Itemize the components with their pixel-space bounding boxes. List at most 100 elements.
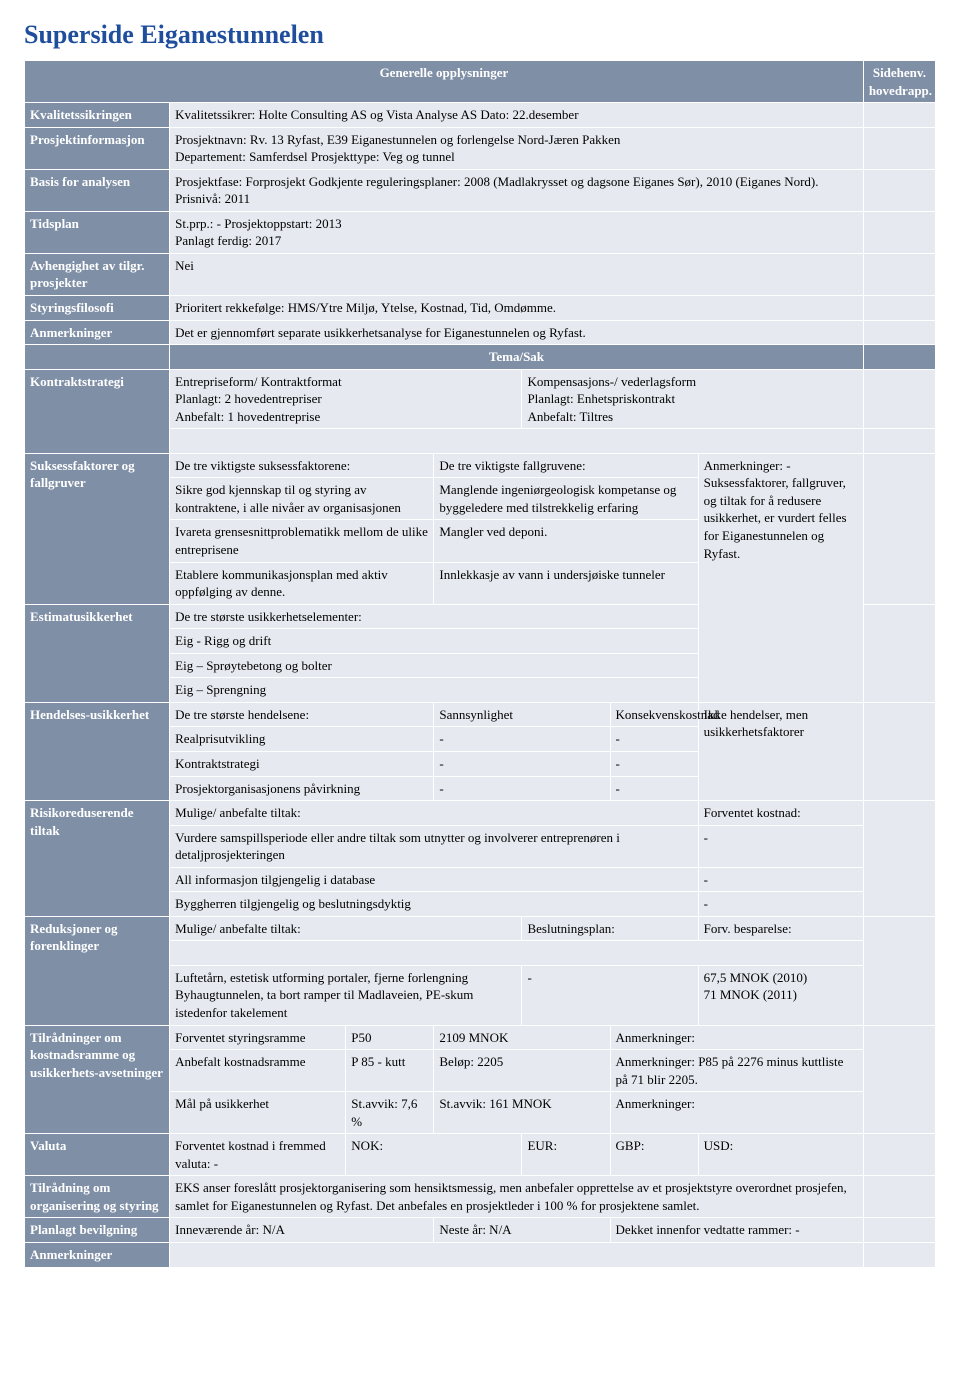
tilrad-r2d: Anmerkninger: P85 på 2276 minus kuttlist… — [610, 1050, 863, 1092]
reduksjon-r1c: 67,5 MNOK (2010) 71 MNOK (2011) — [698, 965, 863, 1025]
estimat-r1: Eig - Rigg og drift — [170, 629, 698, 654]
ref-cell — [863, 702, 935, 800]
row-bevilg-label: Planlagt bevilgning — [25, 1218, 170, 1243]
tilrad-r3b: St.avvik: 7,6 % — [346, 1092, 434, 1134]
ref-cell — [863, 801, 935, 917]
valuta-a: Forventet kostnad i fremmed valuta: - — [170, 1134, 346, 1176]
row-tilrad-label: Tilrådninger om kostnadsramme og usikker… — [25, 1025, 170, 1134]
row-avh-label: Avhengighet av tilgr. prosjekter — [25, 253, 170, 295]
hendelse-r2: Kontraktstrategi — [170, 751, 434, 776]
row-styr-label: Styringsfilosofi — [25, 296, 170, 321]
row-styr-value: Prioritert rekkefølge: HMS/Ytre Miljø, Y… — [170, 296, 864, 321]
reduksjon-blank — [170, 941, 864, 966]
ref-cell — [863, 320, 935, 345]
ref-cell — [863, 916, 935, 1025]
ref-cell — [863, 1242, 935, 1267]
tema-header: Tema/Sak — [170, 345, 864, 370]
ref-cell — [863, 169, 935, 211]
row-valuta-label: Valuta — [25, 1134, 170, 1176]
row-tidsplan-label: Tidsplan — [25, 211, 170, 253]
hendelse-r1: Realprisutvikling — [170, 727, 434, 752]
hendelse-note: Ikke hendelser, men usikkerhetsfaktorer — [698, 702, 863, 800]
dash: - — [434, 751, 610, 776]
tilrad-r1b: P50 — [346, 1025, 434, 1050]
suksess-note: Anmerkninger: - Suksessfaktorer, fallgru… — [698, 453, 863, 702]
dash: - — [434, 776, 610, 801]
row-prosjektinfo-value: Prosjektnavn: Rv. 13 Ryfast, E39 Eiganes… — [170, 127, 864, 169]
ref-cell — [863, 429, 935, 454]
row-estimat-label: Estimatusikkerhet — [25, 604, 170, 702]
ref-cell — [863, 253, 935, 295]
bevilg-c: Dekket innenfor vedtatte rammer: - — [610, 1218, 863, 1243]
tilrad-r2c: Beløp: 2205 — [434, 1050, 610, 1092]
ref-cell — [863, 127, 935, 169]
ref-cell — [863, 1134, 935, 1176]
ref-cell — [863, 604, 935, 702]
risiko-r1c: - — [698, 825, 863, 867]
row-prosjektinfo-label: Prosjektinformasjon — [25, 127, 170, 169]
ref-cell — [863, 103, 935, 128]
tilrad-r3d: Anmerkninger: — [610, 1092, 863, 1134]
ref-cell — [863, 345, 935, 370]
row-hendelse-label: Hendelses-usikkerhet — [25, 702, 170, 800]
reduksjon-r1: Luftetårn, estetisk utforming portaler, … — [170, 965, 522, 1025]
suksess-h2: De tre viktigste fallgruvene: — [434, 453, 698, 478]
tilrad-r2a: Anbefalt kostnadsramme — [170, 1050, 346, 1092]
suksess-h1: De tre viktigste suksessfaktorene: — [170, 453, 434, 478]
row-kvalitet-label: Kvalitetssikringen — [25, 103, 170, 128]
ref-cell — [863, 1025, 935, 1134]
risiko-r3c: - — [698, 892, 863, 917]
tilradorg-v: EKS anser foreslått prosjektorganisering… — [170, 1176, 864, 1218]
risiko-r1: Vurdere samspillsperiode eller andre til… — [170, 825, 698, 867]
risiko-r2c: - — [698, 867, 863, 892]
reduksjon-h2: Beslutningsplan: — [522, 916, 698, 941]
row-basis-label: Basis for analysen — [25, 169, 170, 211]
tilrad-r3c: St.avvik: 161 MNOK — [434, 1092, 610, 1134]
hendelse-h2: Sannsynlighet — [434, 702, 610, 727]
row-risiko-label: Risikoreduserende tiltak — [25, 801, 170, 917]
estimat-r2: Eig – Sprøytebetong og bolter — [170, 653, 698, 678]
ref-cell — [863, 453, 935, 604]
bevilg-b: Neste år: N/A — [434, 1218, 610, 1243]
dash: - — [434, 727, 610, 752]
reduksjon-r1b: - — [522, 965, 698, 1025]
risiko-r3: Byggherren tilgjengelig og beslutningsdy… — [170, 892, 698, 917]
estimat-r3: Eig – Sprengning — [170, 678, 698, 703]
row-anm1-label: Anmerkninger — [25, 320, 170, 345]
estimat-h: De tre største usikkerhetselementer: — [170, 604, 698, 629]
kontrakt-c1: Entrepriseform/ Kontraktformat Planlagt:… — [170, 369, 522, 429]
valuta-gbp: GBP: — [610, 1134, 698, 1176]
suksess-r3a: Etablere kommunikasjonsplan med aktiv op… — [170, 562, 434, 604]
hendelse-h3: Konsekvenskostnad — [610, 702, 698, 727]
sideref-header: Sidehenv. hovedrapp. — [863, 61, 935, 103]
valuta-eur: EUR: — [522, 1134, 610, 1176]
kontrakt-blank — [170, 429, 864, 454]
ref-cell — [863, 1176, 935, 1218]
suksess-r3b: Innlekkasje av vann i undersjøiske tunne… — [434, 562, 698, 604]
row-tidsplan-value: St.prp.: - Prosjektoppstart: 2013 Panlag… — [170, 211, 864, 253]
tema-spacer — [25, 345, 170, 370]
dash: - — [610, 776, 698, 801]
kontrakt-c2: Kompensasjons-/ vederlagsform Planlagt: … — [522, 369, 863, 429]
main-table: Generelle opplysninger Sidehenv. hovedra… — [24, 60, 936, 1268]
bevilg-a: Inneværende år: N/A — [170, 1218, 434, 1243]
risiko-h1: Mulige/ anbefalte tiltak: — [170, 801, 698, 826]
row-avh-value: Nei — [170, 253, 864, 295]
row-anm-last: Anmerkninger — [25, 1242, 170, 1267]
page-title: Superside Eiganestunnelen — [24, 20, 936, 50]
valuta-usd: USD: — [698, 1134, 863, 1176]
ref-cell — [863, 1218, 935, 1243]
tilrad-r1a: Forventet styringsramme — [170, 1025, 346, 1050]
row-kontrakt-label: Kontraktstrategi — [25, 369, 170, 453]
generelle-header: Generelle opplysninger — [25, 61, 864, 103]
suksess-r2b: Mangler ved deponi. — [434, 520, 698, 562]
reduksjon-h3: Forv. besparelse: — [698, 916, 863, 941]
row-suksess-label: Suksessfaktorer og fallgruver — [25, 453, 170, 604]
ref-cell — [863, 211, 935, 253]
tilrad-r2b: P 85 - kutt — [346, 1050, 434, 1092]
anm-last-value — [170, 1242, 864, 1267]
row-reduksjon-label: Reduksjoner og forenklinger — [25, 916, 170, 1025]
tilrad-r1c: 2109 MNOK — [434, 1025, 610, 1050]
row-basis-value: Prosjektfase: Forprosjekt Godkjente regu… — [170, 169, 864, 211]
row-kvalitet-value: Kvalitetssikrer: Holte Consulting AS og … — [170, 103, 864, 128]
